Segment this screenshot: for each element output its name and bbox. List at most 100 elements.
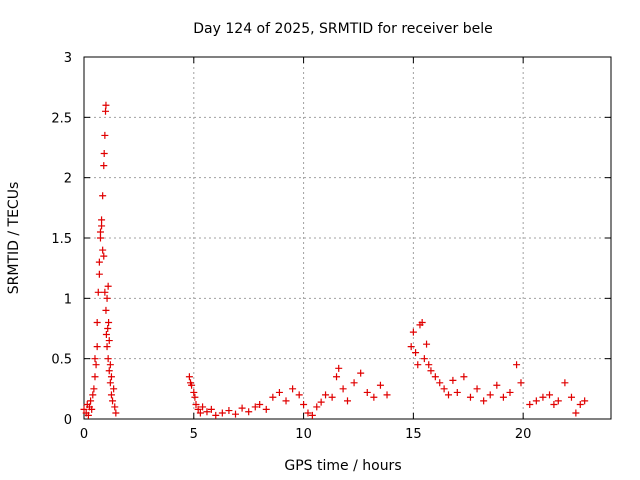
- data-point: [84, 411, 92, 419]
- data-point: [110, 385, 118, 393]
- data-point: [554, 397, 562, 405]
- y-tick-label: 2: [64, 172, 72, 187]
- data-point: [561, 379, 569, 387]
- data-point: [420, 355, 428, 363]
- data-point: [203, 408, 211, 416]
- data-point: [96, 228, 104, 236]
- data-point: [91, 373, 99, 381]
- data-point: [196, 409, 204, 417]
- data-point: [104, 282, 112, 290]
- grid-lines: [84, 57, 611, 419]
- data-point: [232, 410, 240, 418]
- data-point: [89, 391, 97, 399]
- data-point: [304, 409, 312, 417]
- data-point: [425, 361, 433, 369]
- data-point: [427, 367, 435, 375]
- data-point: [486, 391, 494, 399]
- data-point: [466, 393, 474, 401]
- data-point: [581, 397, 589, 405]
- data-points: [80, 101, 589, 419]
- data-point: [333, 373, 341, 381]
- data-point: [238, 404, 246, 412]
- data-point: [90, 385, 98, 393]
- data-point: [308, 411, 316, 419]
- data-point: [107, 391, 115, 399]
- data-point: [92, 361, 100, 369]
- data-point: [91, 355, 99, 363]
- x-tick-label: 10: [295, 427, 312, 442]
- data-point: [225, 407, 233, 415]
- data-point: [517, 379, 525, 387]
- data-point: [339, 385, 347, 393]
- data-point: [106, 361, 114, 369]
- data-point: [275, 388, 283, 396]
- data-point: [100, 252, 108, 260]
- data-point: [460, 373, 468, 381]
- data-point: [350, 379, 358, 387]
- data-point: [212, 411, 220, 419]
- data-point: [506, 388, 514, 396]
- data-point: [357, 369, 365, 377]
- data-point: [95, 270, 103, 278]
- data-point: [546, 391, 554, 399]
- data-point: [106, 379, 114, 387]
- data-point: [105, 318, 113, 326]
- data-point: [412, 349, 420, 357]
- y-tick-label: 3: [64, 51, 72, 66]
- y-tick-label: 2.5: [51, 111, 72, 126]
- x-tick-label: 15: [405, 427, 422, 442]
- data-point: [436, 379, 444, 387]
- data-point: [218, 409, 226, 417]
- data-point: [493, 381, 501, 389]
- data-point: [112, 409, 120, 417]
- data-point: [190, 388, 198, 396]
- data-point: [111, 403, 119, 411]
- data-point: [572, 409, 580, 417]
- data-point: [322, 391, 330, 399]
- data-point: [317, 398, 325, 406]
- data-point: [313, 403, 321, 411]
- data-point: [107, 373, 115, 381]
- data-point: [262, 405, 270, 413]
- data-point: [101, 131, 109, 139]
- data-point: [295, 391, 303, 399]
- data-point: [370, 393, 378, 401]
- data-point: [102, 101, 110, 109]
- data-point: [513, 361, 521, 369]
- data-point: [95, 258, 103, 266]
- x-tick-label: 5: [190, 427, 198, 442]
- x-tick-label: 20: [515, 427, 532, 442]
- plot-area-frame: [83, 56, 612, 420]
- data-point: [185, 373, 193, 381]
- data-point: [105, 367, 113, 375]
- data-point: [251, 403, 259, 411]
- data-point: [423, 340, 431, 348]
- data-point: [192, 401, 200, 409]
- data-point: [445, 391, 453, 399]
- data-point: [96, 234, 104, 242]
- data-point: [344, 397, 351, 405]
- data-point: [103, 343, 111, 351]
- data-point: [104, 355, 112, 363]
- y-axis-label: SRMTID / TECUs: [6, 182, 22, 295]
- data-point: [473, 385, 481, 393]
- data-point: [199, 403, 207, 411]
- data-point: [418, 318, 426, 326]
- data-point: [328, 393, 336, 401]
- data-point: [383, 391, 391, 399]
- data-point: [102, 306, 110, 314]
- data-point: [99, 246, 107, 254]
- data-point: [480, 397, 488, 405]
- data-point: [109, 397, 117, 405]
- data-point: [87, 397, 95, 405]
- y-tick-label: 1: [64, 292, 72, 307]
- data-point: [188, 381, 196, 389]
- axis-ticks: 0 5 10 15 20 0 0.5 1 1.5 2 2.5 3: [51, 51, 611, 442]
- data-point: [98, 222, 106, 230]
- data-point: [576, 401, 584, 409]
- data-point: [191, 393, 199, 401]
- data-point: [376, 381, 384, 389]
- data-point: [93, 343, 101, 351]
- data-point: [207, 405, 215, 413]
